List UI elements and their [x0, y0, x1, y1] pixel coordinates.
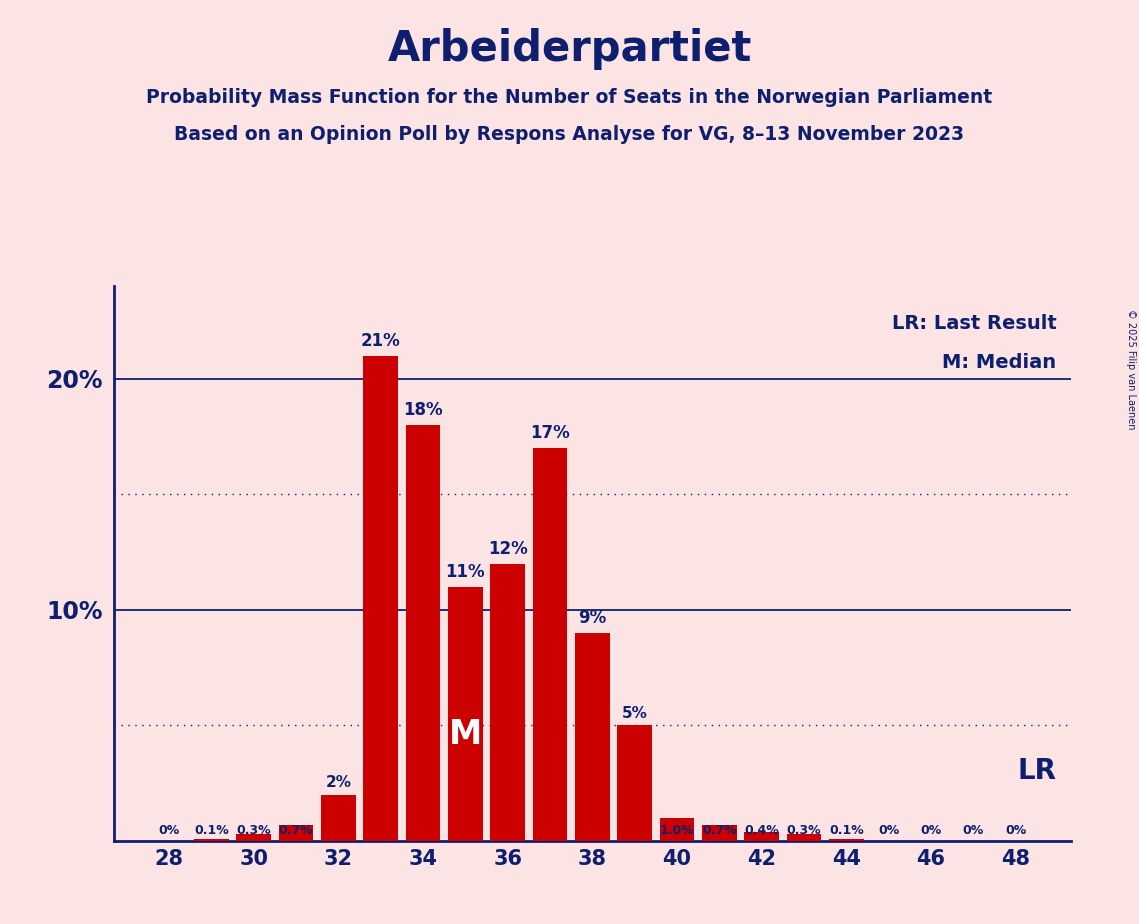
Text: 0.1%: 0.1%: [194, 823, 229, 837]
Bar: [617, 725, 652, 841]
Text: 0%: 0%: [920, 823, 942, 837]
Bar: [448, 587, 483, 841]
Text: 0.1%: 0.1%: [829, 823, 863, 837]
Text: 9%: 9%: [579, 609, 606, 627]
Bar: [575, 633, 609, 841]
Text: 5%: 5%: [622, 706, 648, 721]
Text: 21%: 21%: [361, 332, 401, 350]
Text: Arbeiderpartiet: Arbeiderpartiet: [387, 28, 752, 69]
Text: 0.3%: 0.3%: [787, 823, 821, 837]
Bar: [787, 833, 821, 841]
Text: 12%: 12%: [487, 540, 527, 558]
Text: Based on an Opinion Poll by Respons Analyse for VG, 8–13 November 2023: Based on an Opinion Poll by Respons Anal…: [174, 125, 965, 144]
Bar: [744, 832, 779, 841]
Bar: [194, 839, 229, 841]
Text: Probability Mass Function for the Number of Seats in the Norwegian Parliament: Probability Mass Function for the Number…: [147, 88, 992, 107]
Text: 0.7%: 0.7%: [279, 823, 313, 837]
Bar: [829, 839, 863, 841]
Text: 17%: 17%: [530, 424, 570, 443]
Text: 0%: 0%: [158, 823, 180, 837]
Bar: [363, 356, 398, 841]
Text: 18%: 18%: [403, 401, 443, 419]
Text: M: M: [449, 718, 482, 750]
Text: 0%: 0%: [878, 823, 900, 837]
Text: 0.4%: 0.4%: [744, 823, 779, 837]
Text: LR: LR: [1017, 758, 1056, 785]
Bar: [490, 564, 525, 841]
Bar: [702, 824, 737, 841]
Text: 11%: 11%: [445, 563, 485, 581]
Bar: [533, 448, 567, 841]
Text: 0.3%: 0.3%: [236, 823, 271, 837]
Bar: [321, 795, 355, 841]
Bar: [405, 425, 441, 841]
Text: LR: Last Result: LR: Last Result: [892, 314, 1056, 334]
Text: 2%: 2%: [326, 775, 351, 790]
Text: M: Median: M: Median: [942, 353, 1056, 372]
Bar: [236, 833, 271, 841]
Text: 1.0%: 1.0%: [659, 823, 695, 837]
Text: 0%: 0%: [1005, 823, 1026, 837]
Text: 0.7%: 0.7%: [702, 823, 737, 837]
Text: © 2025 Filip van Laenen: © 2025 Filip van Laenen: [1126, 310, 1136, 430]
Text: 0%: 0%: [962, 823, 984, 837]
Bar: [659, 818, 695, 841]
Bar: [279, 824, 313, 841]
